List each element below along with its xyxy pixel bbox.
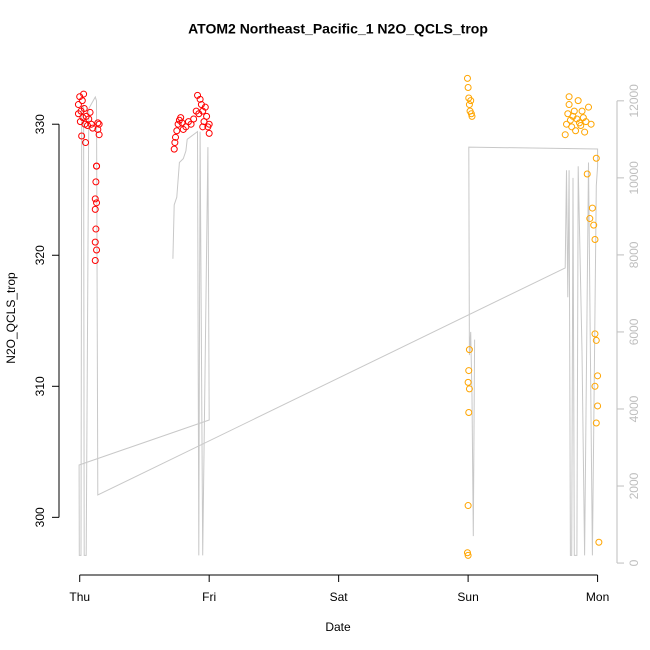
- y2-tick-label: 0: [627, 559, 641, 566]
- y-tick-label: 300: [33, 507, 47, 527]
- point: [565, 93, 573, 101]
- point: [587, 120, 595, 128]
- y2-tick-label: 4000: [627, 395, 641, 422]
- y-axis-title: N2O_QCLS_trop: [4, 272, 18, 364]
- point: [93, 246, 101, 254]
- point: [82, 139, 90, 147]
- point: [78, 132, 86, 140]
- point: [201, 103, 209, 111]
- point: [572, 127, 580, 135]
- point: [465, 101, 473, 109]
- line: [78, 95, 599, 556]
- point: [87, 120, 95, 128]
- x-axis-title: Date: [325, 620, 351, 634]
- point: [465, 367, 473, 375]
- point: [199, 123, 207, 131]
- point: [463, 74, 471, 82]
- point: [568, 123, 576, 131]
- point: [91, 238, 99, 246]
- point: [592, 419, 600, 427]
- point: [591, 236, 599, 244]
- point: [588, 204, 596, 212]
- point: [594, 402, 602, 410]
- point: [467, 97, 475, 105]
- x-tick-label: Fri: [202, 590, 216, 604]
- point: [467, 110, 475, 118]
- point: [170, 145, 178, 153]
- point: [80, 104, 88, 112]
- point: [591, 330, 599, 338]
- point: [581, 128, 589, 136]
- point: [583, 170, 591, 178]
- point: [205, 120, 213, 128]
- point: [464, 502, 472, 510]
- point: [74, 101, 82, 109]
- point: [468, 112, 476, 120]
- y2-tick-label: 10000: [627, 161, 641, 195]
- point: [590, 221, 598, 229]
- point: [91, 205, 99, 213]
- point: [570, 107, 578, 115]
- point: [574, 97, 582, 105]
- point: [92, 225, 100, 233]
- point: [95, 120, 103, 128]
- point: [463, 549, 471, 557]
- y-tick-label: 310: [33, 376, 47, 396]
- x-tick-label: Thu: [69, 590, 90, 604]
- point: [205, 129, 213, 137]
- point: [93, 199, 101, 207]
- point: [464, 551, 472, 559]
- y2-tick-label: 6000: [627, 318, 641, 345]
- y-tick-label: 320: [33, 245, 47, 265]
- point: [91, 195, 99, 203]
- x-tick-label: Sat: [330, 590, 349, 604]
- point: [595, 538, 603, 546]
- y2-tick-label: 8000: [627, 241, 641, 268]
- point: [586, 215, 594, 223]
- point: [80, 90, 88, 98]
- point: [93, 162, 101, 170]
- point: [464, 84, 472, 92]
- point: [94, 125, 102, 133]
- point: [196, 95, 204, 103]
- point: [594, 372, 602, 380]
- x-tick-label: Mon: [586, 590, 609, 604]
- point: [592, 154, 600, 162]
- y2-tick-label: 2000: [627, 472, 641, 499]
- point: [464, 378, 472, 386]
- point: [95, 131, 103, 139]
- y-tick-label: 330: [33, 114, 47, 134]
- y2-tick-label: 12000: [627, 84, 641, 118]
- point: [174, 120, 182, 128]
- point: [592, 336, 600, 344]
- point: [561, 131, 569, 139]
- point: [465, 346, 473, 354]
- point: [190, 115, 198, 123]
- point: [565, 101, 573, 109]
- point: [578, 107, 586, 115]
- chart-title: ATOM2 Northeast_Pacific_1 N2O_QCLS_trop: [188, 21, 488, 37]
- point: [89, 124, 97, 132]
- point: [91, 256, 99, 264]
- point: [86, 108, 94, 116]
- point: [465, 385, 473, 393]
- x-tick-label: Sun: [457, 590, 478, 604]
- point: [465, 409, 473, 417]
- point: [78, 97, 86, 105]
- point: [94, 119, 102, 127]
- point: [585, 103, 593, 111]
- point: [203, 112, 211, 120]
- point: [173, 127, 181, 135]
- point: [178, 119, 186, 127]
- point: [177, 114, 185, 122]
- point: [577, 122, 585, 130]
- point: [92, 178, 100, 186]
- point: [172, 133, 180, 141]
- point: [591, 382, 599, 390]
- point: [171, 139, 179, 147]
